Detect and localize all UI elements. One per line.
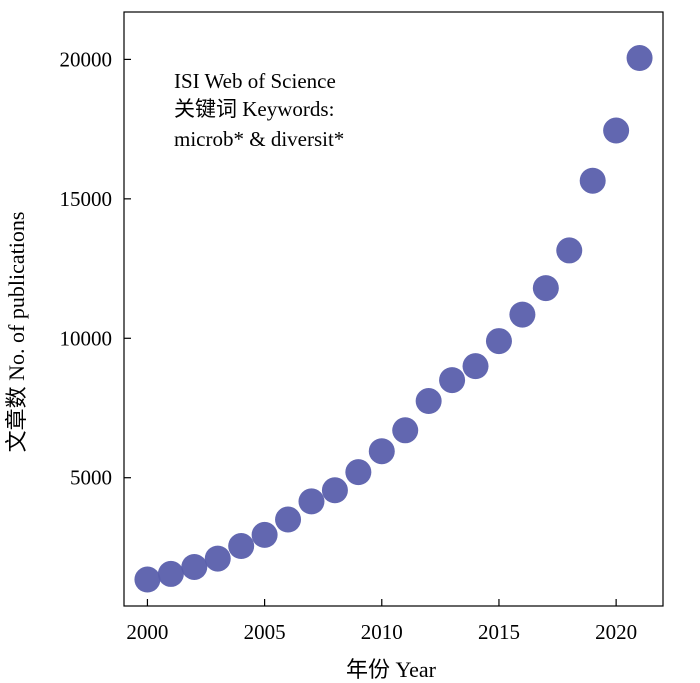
annotation-line-2: 关键词 Keywords: [174,97,334,121]
axis-ticks: 2000 2005 2010 2015 2020 5000 10000 15000 20000 [60,47,638,644]
y-tick-label: 15000 [60,187,113,211]
data-point [345,459,372,486]
data-point [392,417,419,444]
data-point [134,566,161,593]
data-point [157,560,184,587]
x-tick-label: 2015 [478,620,520,644]
data-point [298,488,325,515]
data-point [439,367,466,394]
data-point [532,275,559,302]
x-axis-title: 年份 Year [346,657,437,682]
data-point [321,477,348,504]
x-tick-label: 2000 [126,620,168,644]
data-point [556,237,583,264]
data-point [626,45,653,72]
x-tick-label: 2020 [595,620,637,644]
data-points [134,45,653,593]
data-point [579,167,606,194]
y-tick-label: 5000 [70,466,112,490]
x-tick-label: 2005 [244,620,286,644]
data-point [204,545,231,572]
data-point [485,328,512,355]
y-tick-label: 10000 [60,326,113,350]
data-point [462,353,489,380]
y-tick-label: 20000 [60,47,113,71]
data-point [603,117,630,144]
data-point [275,506,302,533]
data-point [509,301,536,328]
data-point [368,438,395,465]
data-point [228,533,255,560]
data-point [251,521,278,548]
x-tick-label: 2010 [361,620,403,644]
data-point [415,388,442,415]
annotation-line-1: ISI Web of Science [174,69,336,93]
y-axis-title: 文章数 No. of publications [4,212,29,453]
annotation-line-3: microb* & diversit* [174,127,344,151]
plot-frame [123,11,664,607]
data-point [181,553,208,580]
